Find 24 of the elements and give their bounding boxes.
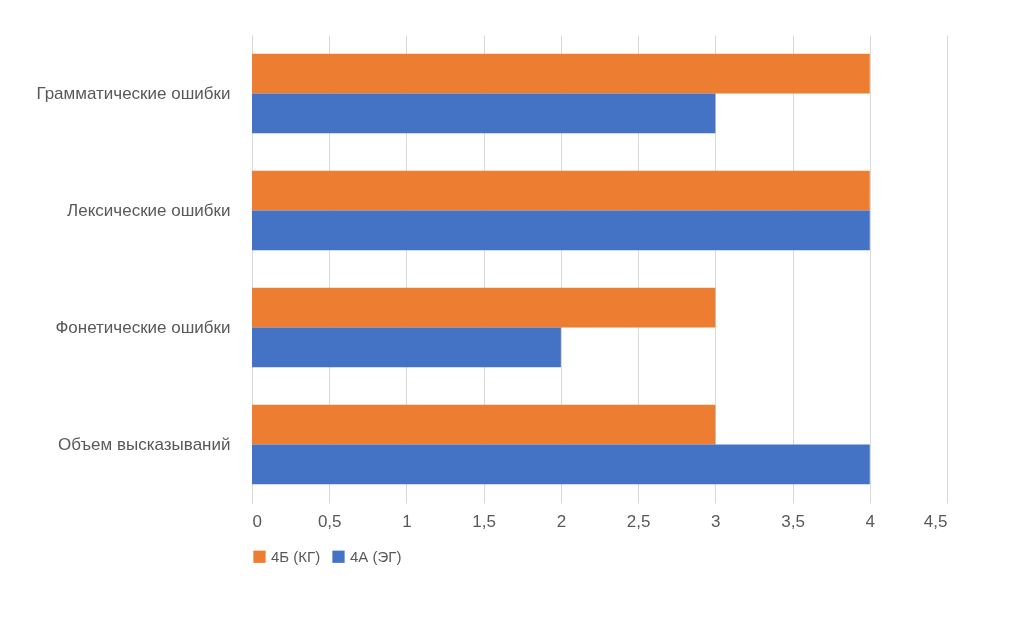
x-tick-label: 1,5	[472, 511, 496, 531]
x-tick-label: 2,5	[626, 511, 651, 531]
x-tick-label: 0,5	[317, 511, 342, 531]
y-tick-label: Лексические ошибки	[67, 200, 231, 220]
x-tick-label: 4	[865, 511, 876, 531]
x-tick-label: 2	[556, 511, 567, 531]
x-tick-label: 3	[711, 511, 721, 531]
bar	[252, 444, 870, 485]
bar	[252, 53, 870, 94]
legend-label: 4А (ЭГ)	[350, 547, 402, 565]
bar	[252, 170, 870, 211]
y-tick-label: Объем высказываний	[58, 434, 231, 454]
y-tick-label: Грамматические ошибки	[36, 83, 231, 103]
bar	[252, 327, 561, 368]
x-tick-label: 3,5	[781, 511, 805, 531]
bar	[252, 404, 716, 445]
y-tick-label: Фонетические ошибки	[55, 317, 231, 337]
x-tick-label: 4,5	[923, 511, 948, 531]
x-tick-label: 1	[402, 511, 412, 531]
legend-label: 4Б (КГ)	[271, 547, 321, 565]
bar	[252, 287, 716, 328]
bar	[252, 93, 716, 134]
x-tick-label: 0	[252, 511, 262, 531]
bar	[252, 210, 870, 251]
